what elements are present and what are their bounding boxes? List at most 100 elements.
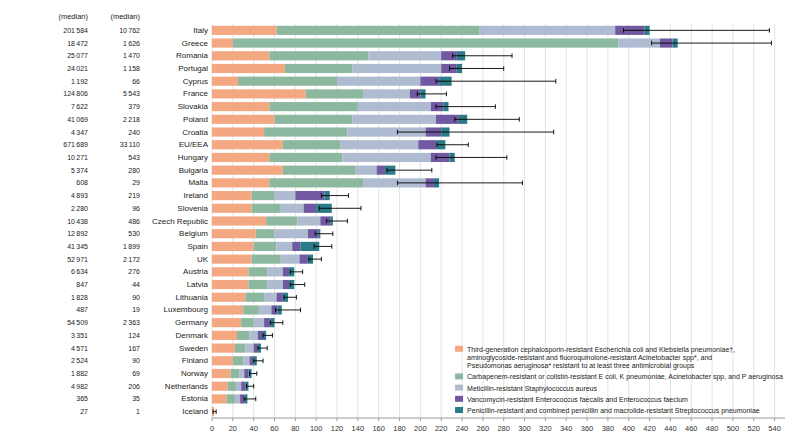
error-bar-low [652, 43, 678, 44]
error-bar-high [313, 259, 321, 260]
error-bar-low [258, 348, 261, 349]
error-cap-high [331, 244, 332, 249]
bar-segment [306, 89, 363, 98]
bar-segment [212, 382, 228, 391]
error-bar-low [254, 360, 257, 361]
error-cap-high [255, 397, 256, 402]
column-value: 33 110 [120, 141, 140, 148]
error-cap-high [769, 28, 770, 33]
category-label: Austria [183, 267, 208, 276]
bar-segment [277, 242, 293, 251]
column-value: 3 351 [71, 332, 88, 339]
category-label: Ireland [184, 191, 208, 200]
category-label: Belgium [179, 229, 208, 238]
bar-segment [252, 191, 275, 200]
bar-segment [212, 115, 275, 124]
column-value: 276 [128, 268, 140, 275]
error-bar-high [248, 386, 253, 387]
tick-label: 500 [727, 424, 740, 433]
legend-label-line: Carbapenem-resistant or colistin-resista… [467, 373, 783, 381]
column-value: 240 [128, 129, 140, 136]
column-value: 167 [128, 345, 140, 352]
column-value: 2 363 [123, 319, 140, 326]
error-cap-low [246, 384, 247, 389]
column-value: 25 077 [67, 52, 88, 59]
column-value: 847 [76, 281, 88, 288]
bar-segment [480, 26, 615, 35]
error-cap-low [435, 104, 436, 109]
category-label: Lithuania [176, 293, 209, 302]
error-bar-high [252, 373, 257, 374]
error-bar-high [467, 119, 519, 120]
error-bar-high [439, 182, 522, 183]
legend-swatch [455, 373, 463, 379]
error-bar-low [290, 284, 294, 285]
column-value: 10 438 [67, 218, 88, 225]
column-value: 27 [80, 408, 88, 415]
error-cap-high [332, 231, 333, 236]
legend-label-line: Pseudomonas aeruginosa* resistant to at … [467, 362, 695, 370]
bar-segment [300, 255, 308, 264]
tick-label: 280 [497, 424, 510, 433]
bar-segment [212, 344, 235, 353]
bar-segment [269, 153, 342, 162]
category-label: Slovenia [177, 204, 208, 213]
bar-segment [212, 102, 269, 111]
category-label: Norway [181, 369, 208, 378]
error-bar-low [327, 221, 333, 222]
error-bar-high [261, 348, 267, 349]
category-label: Cyprus [183, 77, 208, 86]
column-value: 19 [132, 306, 140, 313]
column-value: 44 [132, 281, 140, 288]
column-value: 1 626 [123, 40, 140, 47]
error-cap-high [553, 130, 554, 135]
bar-segment [301, 242, 320, 251]
bar-segment [212, 153, 269, 162]
bar-segment [241, 318, 254, 327]
category-label: Sweden [179, 344, 208, 353]
bar-segment [353, 64, 442, 73]
tick-label: 420 [643, 424, 656, 433]
error-bar-high [395, 170, 431, 171]
column-header: (median) [58, 12, 88, 21]
legend-swatch [455, 385, 463, 391]
bar-segment [243, 305, 259, 314]
bar-segment [245, 293, 264, 302]
bar-segment [275, 115, 353, 124]
bar-segment [212, 280, 248, 289]
error-cap-low [319, 206, 320, 211]
bar-segment [269, 51, 368, 60]
error-bar-high [426, 93, 447, 94]
column-value: 10 762 [119, 27, 140, 34]
bar-segment [304, 204, 317, 213]
tick-label: 0 [210, 424, 214, 433]
category-label: Estonia [181, 394, 208, 403]
bar-segment [363, 89, 410, 98]
error-bar-high [448, 106, 495, 107]
column-value: 486 [128, 218, 140, 225]
bar-segment [212, 255, 252, 264]
bar-segment [277, 26, 480, 35]
category-label: Finland [182, 356, 208, 365]
column-value: 4 893 [71, 192, 88, 199]
error-cap-high [296, 295, 297, 300]
category-label: Denmark [176, 331, 209, 340]
error-bar-high [450, 132, 554, 133]
bar-segment [275, 229, 308, 238]
column-value: 5 374 [71, 167, 88, 174]
error-cap-high [360, 206, 361, 211]
error-cap-low [452, 53, 453, 58]
column-value: 96 [132, 205, 140, 212]
category-label: Romania [176, 51, 209, 60]
error-bar-high [275, 322, 283, 323]
bar-segment [236, 382, 241, 391]
error-cap-low [397, 181, 398, 186]
column-value: 18 472 [67, 40, 88, 47]
bar-segment [437, 140, 445, 149]
bar-segment [358, 102, 431, 111]
bar-segment [289, 280, 294, 289]
tick-label: 200 [414, 424, 427, 433]
tick-label: 440 [664, 424, 677, 433]
bar-segment [269, 178, 363, 187]
tick-label: 140 [352, 424, 365, 433]
